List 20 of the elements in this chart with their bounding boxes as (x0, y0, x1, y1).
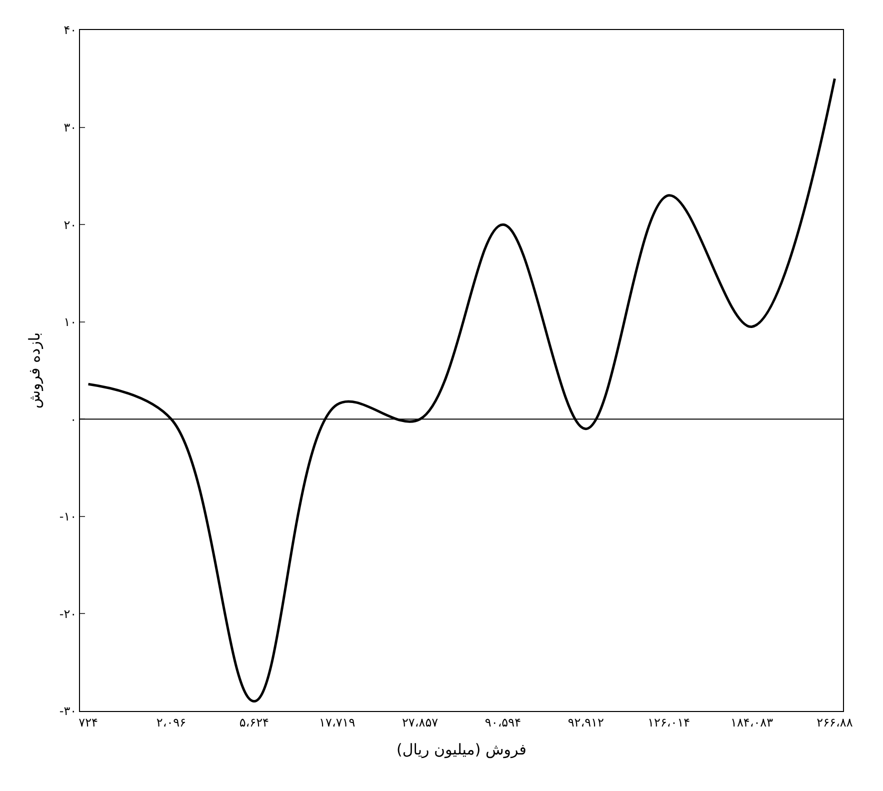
x-tick-label: ۲۷،۸۵۷ (402, 715, 439, 730)
y-tick-label: ۴۰ (64, 23, 77, 38)
x-tick-label: ۱۸۴،۰۸۳ (730, 715, 774, 730)
y-tick-label: ۲۰ (64, 218, 77, 232)
y-axis-title: بازده فروش (26, 332, 44, 409)
x-axis-title: فروش (میلیون ریال) (396, 740, 526, 758)
x-tick-label: ۱۷،۷۱۹ (319, 715, 356, 730)
y-tick-label: -۲۰ (59, 606, 77, 621)
x-tick-label: ۵،۶۲۴ (239, 715, 269, 730)
x-tick-label: ۹۲،۹۱۲ (568, 715, 604, 730)
y-tick-label: -۱۰ (59, 510, 77, 524)
x-tick-label: ۹۰،۵۹۴ (484, 715, 522, 730)
y-tick-label: -۳۰ (59, 704, 77, 718)
x-tick-label: ۲،۰۹۶ (156, 715, 186, 730)
y-tick-label: ۳۰ (64, 120, 77, 134)
x-tick-label: ۲۶۶،۸۸ (816, 715, 854, 730)
x-tick-label: ۱۲۶،۰۱۴ (648, 715, 690, 730)
x-tick-label: ۷۲۴ (78, 715, 98, 730)
y-tick-label: ۱۰ (64, 315, 77, 330)
y-tick-label: ۰ (70, 412, 77, 426)
